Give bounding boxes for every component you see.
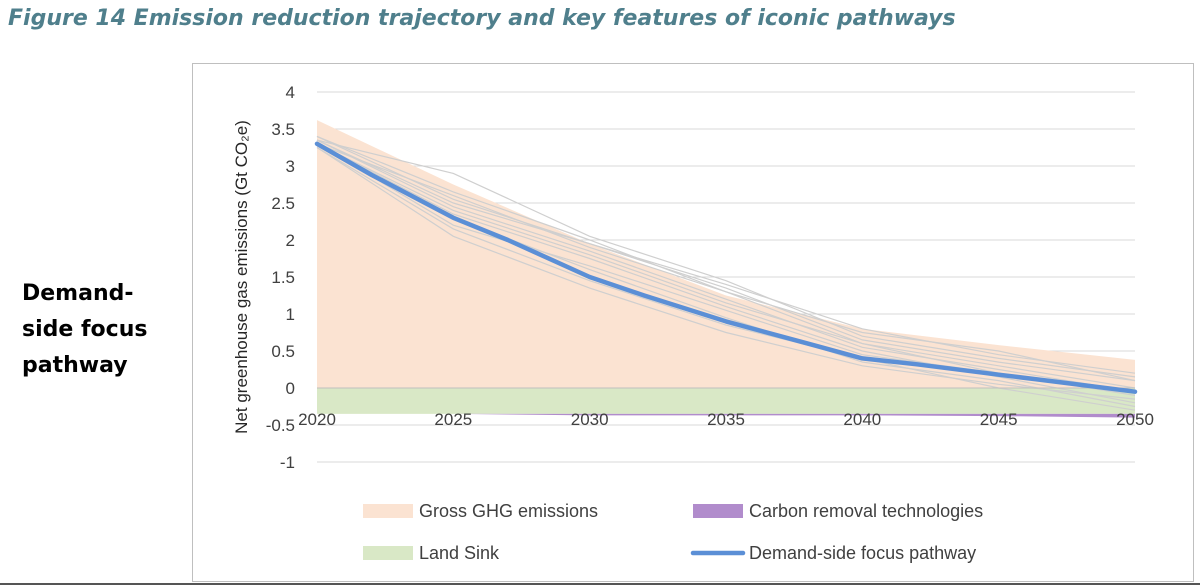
y-tick-label: 3.5 bbox=[271, 120, 295, 139]
carbon-removal-area bbox=[317, 413, 1135, 418]
y-tick-label: 1.5 bbox=[271, 268, 295, 287]
y-tick-label: 4 bbox=[286, 83, 295, 102]
x-tick-label: 2030 bbox=[571, 410, 609, 429]
legend-label: Gross GHG emissions bbox=[419, 501, 598, 521]
side-label-line-3: pathway bbox=[22, 353, 128, 378]
y-tick-label: 0 bbox=[286, 379, 295, 398]
x-tick-label: 2025 bbox=[434, 410, 472, 429]
legend-swatch bbox=[363, 504, 413, 518]
x-tick-label: 2035 bbox=[707, 410, 745, 429]
y-tick-label: 1 bbox=[286, 305, 295, 324]
demand-side-pathway-line bbox=[314, 141, 1138, 394]
land-sink-area bbox=[317, 388, 1135, 414]
gross-ghg-area bbox=[317, 120, 1135, 388]
side-label-line-1: Demand- bbox=[22, 281, 134, 306]
side-label-line-2: side focus bbox=[22, 317, 148, 342]
legend-label: Demand-side focus pathway bbox=[749, 543, 976, 563]
emissions-chart: 4 3.5 3 2.5 2 1.5 1 0.5 0 -0.5 -1 2020 2025 2030 2035 2… bbox=[232, 83, 1154, 563]
chart-frame: 4 3.5 3 2.5 2 1.5 1 0.5 0 -0.5 -1 2020 2025 2030 2035 2… bbox=[192, 63, 1194, 582]
legend-swatch bbox=[693, 504, 743, 518]
background-pathway-line bbox=[316, 139, 1136, 374]
background-pathway-line bbox=[316, 139, 1136, 393]
y-axis-label: Net greenhouse gas emissions (Gt CO₂e) bbox=[232, 120, 251, 434]
background-pathway-line bbox=[316, 139, 1136, 378]
background-pathway-line bbox=[316, 135, 1136, 382]
pathway-side-label: Demand- side focus pathway bbox=[22, 276, 147, 384]
y-tick-label: -0.5 bbox=[266, 416, 295, 435]
figure-title: Figure 14 Emission reduction trajectory … bbox=[8, 6, 956, 31]
legend-swatch bbox=[363, 546, 413, 560]
x-tick-label: 2040 bbox=[843, 410, 881, 429]
y-tick-label: 3 bbox=[286, 157, 295, 176]
y-tick-label: 0.5 bbox=[271, 342, 295, 361]
background-pathway-line bbox=[316, 146, 1136, 400]
page-divider bbox=[0, 583, 1200, 585]
x-tick-label: 2050 bbox=[1116, 410, 1154, 429]
y-tick-label: -1 bbox=[280, 453, 295, 472]
legend-label: Carbon removal technologies bbox=[749, 501, 983, 521]
x-tick-label: 2045 bbox=[980, 410, 1018, 429]
y-tick-label: 2.5 bbox=[271, 194, 295, 213]
background-pathway-line bbox=[316, 135, 1136, 382]
x-tick-label: 2020 bbox=[298, 410, 336, 429]
legend-label: Land Sink bbox=[419, 543, 500, 563]
y-tick-label: 2 bbox=[286, 231, 295, 250]
